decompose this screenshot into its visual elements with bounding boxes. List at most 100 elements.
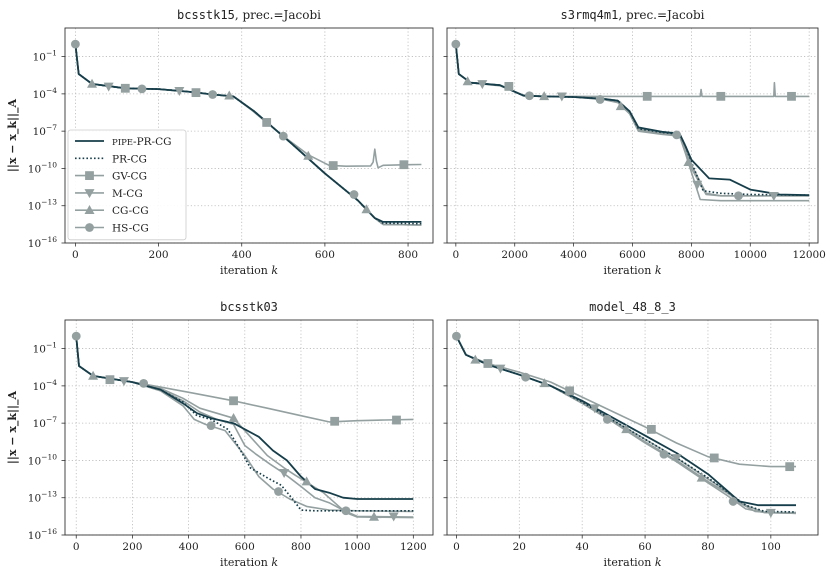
marker-hs-cg <box>595 95 605 104</box>
marker-hs-cg <box>341 506 351 516</box>
legend: PIPE-PR-CG PR-CG GV-CG M-CG CG-CG HS-CG <box>67 129 187 241</box>
marker-gv-cg <box>565 386 575 396</box>
marker-m-cg <box>174 86 185 96</box>
y-tick-label: 10−4 <box>33 86 58 101</box>
marker-cg-cg <box>224 90 235 100</box>
marker-gv-cg <box>646 424 656 434</box>
series-line-pipe-pr-cg <box>75 336 414 500</box>
legend-marker-hs-cg <box>85 223 94 232</box>
y-tick-label: 10−16 <box>28 527 57 542</box>
x-tick-label: 1000 <box>344 541 371 553</box>
x-tick-label: 4000 <box>560 249 587 261</box>
series-line-cg-cg <box>455 44 810 202</box>
marker-hs-cg <box>525 91 534 101</box>
y-tick-label: 10−7 <box>33 415 58 430</box>
y-axis-label: ||x − x_k||_A <box>6 98 20 172</box>
marker-gv-cg <box>642 91 652 101</box>
marker-m-cg <box>589 404 600 414</box>
axes-frame <box>446 319 819 536</box>
axes-frame <box>64 27 434 244</box>
x-tick-label: 0 <box>73 541 80 553</box>
chart-panel-1: 0 200 400 600 800 10−16 10−13 10−10 10−7 10−4 10−1… <box>6 8 434 277</box>
x-tick-label: 10000 <box>734 249 767 261</box>
marker-hs-cg <box>728 497 738 506</box>
marker-hs-cg <box>452 331 461 341</box>
marker-hs-cg <box>602 415 612 424</box>
x-tick-label: 8000 <box>678 249 705 261</box>
marker-gv-cg <box>328 161 338 170</box>
marker-cg-cg <box>615 101 626 111</box>
legend-label: GV-CG <box>112 171 147 183</box>
marker-cg-cg <box>462 76 473 86</box>
x-axis-label: iteration k <box>220 264 278 277</box>
series-line-pipe-pr-cg <box>454 44 810 197</box>
marker-m-cg <box>765 508 776 518</box>
marker-hs-cg <box>206 421 216 431</box>
marker-gv-cg <box>399 160 409 170</box>
marker-hs-cg <box>659 449 669 459</box>
y-tick-label: 10−10 <box>28 160 57 175</box>
marker-hs-cg <box>451 39 461 49</box>
chart-panel-3: 0 200 400 600 800 1000 1200 10−16 10−13 10−10 10−7… <box>6 300 434 569</box>
marker-m-cg <box>118 377 129 387</box>
x-tick-label: 0 <box>453 541 460 553</box>
x-axis-label: iteration k <box>603 556 661 569</box>
y-axis-label: ||x − x_k||_A <box>6 390 20 464</box>
marker-m-cg <box>103 82 114 92</box>
legend-box <box>67 129 187 241</box>
x-tick-label: 1200 <box>400 541 427 553</box>
marker-gv-cg <box>105 375 115 385</box>
y-tick-label: 10−16 <box>28 235 57 250</box>
x-tick-label: 20 <box>513 541 526 553</box>
x-tick-label: 12000 <box>792 249 825 261</box>
series-line-pr-cg <box>455 335 797 513</box>
marker-cg-cg <box>696 472 707 482</box>
chart-title: model_48_8_3 <box>589 300 676 314</box>
chart-title: bcsstk15, prec.=Jacobi <box>177 8 321 22</box>
marker-cg-cg <box>303 150 314 160</box>
marker-hs-cg <box>734 191 743 201</box>
x-axis-label: iteration k <box>603 264 661 277</box>
y-tick-label: 10−1 <box>33 49 57 64</box>
series-line-hs-cg <box>75 336 414 513</box>
x-tick-label: 800 <box>398 249 418 261</box>
y-tick-label: 10−10 <box>28 452 57 467</box>
marker-gv-cg <box>785 462 795 472</box>
marker-m-cg <box>692 180 703 190</box>
x-tick-label: 0 <box>452 249 459 261</box>
y-tick-label: 10−13 <box>28 490 57 505</box>
marker-hs-cg <box>139 378 149 388</box>
marker-gv-cg <box>709 453 719 463</box>
series-line-pipe-pr-cg <box>455 335 796 507</box>
series-line-gv-cg <box>455 335 796 468</box>
marker-cg-cg <box>88 370 99 380</box>
x-tick-label: 60 <box>638 541 651 553</box>
y-tick-label: 10−4 <box>33 378 58 393</box>
marker-cg-cg <box>228 412 239 422</box>
y-tick-label: 10−13 <box>28 198 57 213</box>
marker-gv-cg <box>504 82 514 91</box>
x-tick-label: 200 <box>149 249 169 261</box>
marker-hs-cg <box>278 131 288 141</box>
legend-label: PR-CG <box>112 153 147 165</box>
marker-m-cg <box>495 364 506 374</box>
axes-frame <box>446 27 819 244</box>
marker-cg-cg <box>87 78 98 88</box>
legend-marker-gv-cg <box>85 171 94 180</box>
marker-hs-cg <box>349 190 359 199</box>
marker-gv-cg <box>229 396 238 406</box>
x-tick-label: 40 <box>576 541 589 553</box>
x-tick-label: 80 <box>701 541 714 553</box>
y-tick-label: 10−1 <box>33 341 57 356</box>
x-tick-label: 400 <box>232 249 252 261</box>
chart-title: bcsstk03 <box>220 300 278 314</box>
marker-gv-cg <box>120 83 130 93</box>
marker-hs-cg <box>274 487 283 496</box>
marker-cg-cg <box>539 91 550 101</box>
marker-cg-cg <box>470 354 481 364</box>
marker-gv-cg <box>483 359 493 368</box>
chart-panel-4: 0 20 40 60 80 100 model_48_8_3 iteration k <box>443 300 819 569</box>
marker-hs-cg <box>672 130 682 140</box>
marker-gv-cg <box>262 118 272 127</box>
